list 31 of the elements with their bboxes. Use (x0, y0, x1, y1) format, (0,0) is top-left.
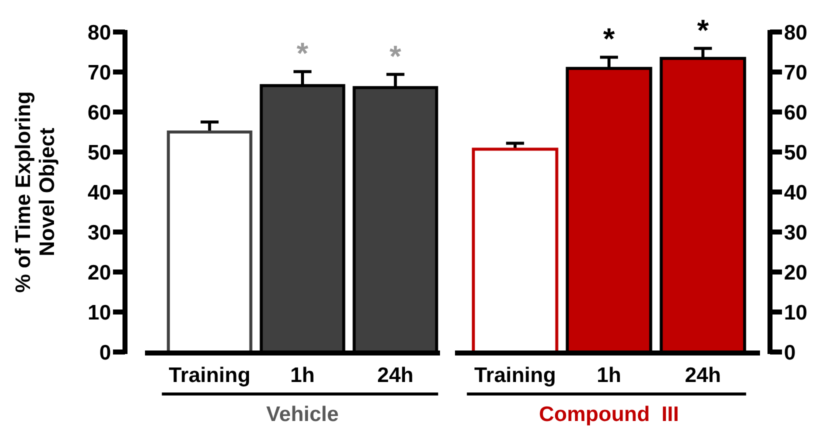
annotation: * (296, 38, 309, 71)
y-tick-label: 10 (88, 301, 111, 324)
y2-tick-label: 70 (784, 61, 808, 84)
x-axis-title: Compound III (539, 403, 679, 426)
y-tick-label: 80 (88, 21, 111, 44)
x-tick-label: 24h (377, 364, 414, 387)
y-tick-label: 70 (88, 61, 111, 84)
y-tick-label: 0 (99, 341, 111, 364)
y-tick-label: 60 (88, 101, 111, 124)
annotation: * (697, 14, 710, 48)
y-tick-label: 50 (88, 141, 111, 164)
annotation: * (603, 23, 616, 56)
x-tick-label: 24h (684, 364, 722, 387)
y-tick-label: 20 (88, 261, 111, 284)
y2-tick-label: 10 (784, 301, 808, 324)
x-tick-label: Training (168, 364, 250, 387)
y2-tick-label: 30 (784, 221, 808, 244)
y2-tick-label: 0 (784, 341, 796, 364)
y2-tick-label: 60 (784, 101, 808, 124)
y2-tick-label: 40 (784, 181, 808, 204)
y-tick-label: 30 (88, 221, 111, 244)
x-tick-label: Training (474, 364, 556, 387)
x-tick-label: 1h (290, 364, 315, 387)
y-tick-label: 40 (88, 181, 111, 204)
y-axis-title: % of Time Exploring Novel Object (12, 91, 59, 293)
y2-tick-label: 50 (784, 141, 808, 164)
y2-tick-label: 80 (784, 21, 808, 44)
annotation: * (390, 40, 402, 74)
x-tick-label: 1h (596, 364, 622, 387)
y2-tick-label: 20 (784, 261, 808, 284)
x-axis-title: Vehicle (266, 403, 339, 426)
